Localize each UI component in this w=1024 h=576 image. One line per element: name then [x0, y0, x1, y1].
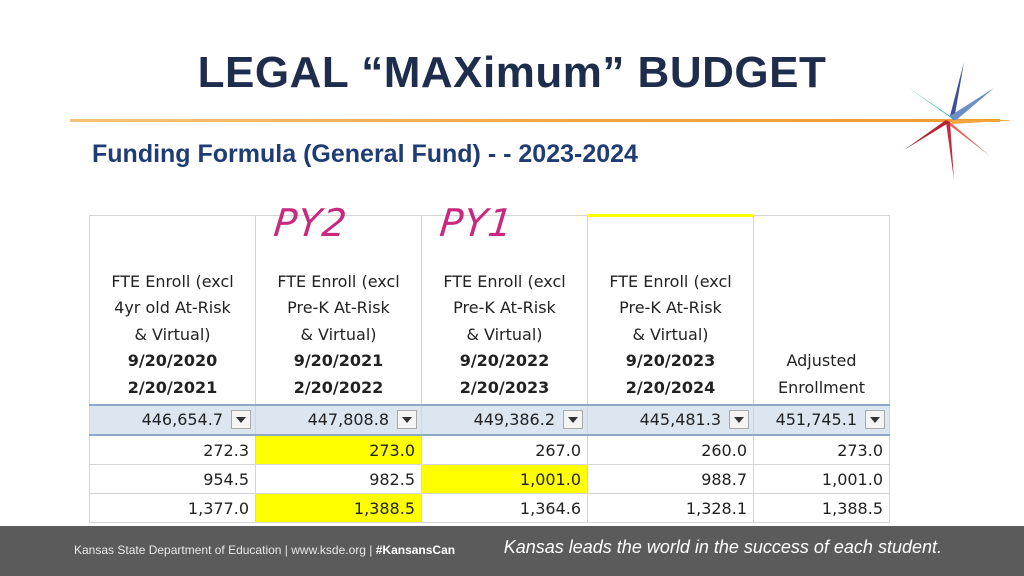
header-line: FTE Enroll (excl: [609, 271, 732, 291]
filter-dropdown-icon[interactable]: [231, 410, 251, 429]
enrollment-table: FTE Enroll (excl 4yr old At-Risk & Virtu…: [89, 201, 890, 523]
table-row: 1,377.0 1,388.5 1,364.6 1,328.1 1,388.5: [89, 493, 890, 523]
table-cell: 267.0: [421, 434, 588, 465]
total-cell: 445,481.3: [587, 404, 754, 436]
table-cell: 1,001.0: [753, 464, 890, 494]
header-line: & Virtual): [632, 324, 709, 344]
slide-subtitle: Funding Formula (General Fund) - - 2023-…: [92, 140, 638, 169]
header-date: 2/20/2022: [293, 377, 384, 397]
header-cell: FTE Enroll (excl Pre-K At-Risk & Virtual…: [587, 214, 754, 406]
table-cell: 260.0: [587, 434, 754, 465]
footer-org: Kansas State Department of Education | w…: [74, 543, 455, 557]
header-line: Pre-K At-Risk: [287, 298, 390, 317]
header-date: 9/20/2022: [459, 351, 550, 370]
table-row: 954.5 982.5 1,001.0 988.7 1,001.0: [89, 464, 890, 494]
table-cell-highlighted: 1,388.5: [255, 493, 422, 523]
totals-row: 446,654.7 447,808.8 449,386.2 445,481.3 …: [89, 404, 890, 436]
header-line: 4yr old At-Risk: [114, 298, 231, 317]
header-line: & Virtual): [300, 324, 377, 344]
header-cell: PY2 FTE Enroll (excl Pre-K At-Risk & Vir…: [255, 201, 422, 406]
total-value: 451,745.1: [775, 410, 857, 429]
header-row: FTE Enroll (excl 4yr old At-Risk & Virtu…: [89, 201, 890, 406]
header-line: Pre-K At-Risk: [453, 298, 556, 317]
slide-title: LEGAL “MAXimum” BUDGET: [197, 48, 827, 97]
footer-hashtag: #KansansCan: [375, 543, 456, 557]
header-line: FTE Enroll (excl: [111, 271, 234, 291]
table-cell: 988.7: [587, 464, 754, 494]
subtitle-main: Funding Formula: [92, 140, 297, 168]
header-cell: Adjusted Enrollment: [753, 215, 890, 406]
table-row: 272.3 273.0 267.0 260.0 273.0: [89, 434, 890, 465]
header-line: FTE Enroll (excl: [443, 271, 566, 291]
table-cell: 982.5: [255, 464, 422, 494]
total-cell: 447,808.8: [255, 404, 422, 436]
header-date: 9/20/2021: [293, 351, 384, 370]
table-cell-highlighted: 273.0: [255, 434, 422, 465]
header-label: Adjusted: [786, 351, 857, 370]
subtitle-year: - - 2023-2024: [487, 140, 638, 168]
total-value: 449,386.2: [473, 410, 555, 429]
filter-dropdown-icon[interactable]: [729, 410, 749, 429]
footer-bar: Kansas State Department of Education | w…: [0, 526, 1024, 576]
table-cell: 1,377.0: [89, 493, 256, 523]
header-line: Pre-K At-Risk: [619, 298, 722, 317]
header-label: Enrollment: [778, 377, 865, 397]
header-line: & Virtual): [466, 324, 543, 344]
total-cell: 449,386.2: [421, 404, 588, 436]
total-cell: 451,745.1: [753, 404, 890, 436]
header-date: 2/20/2024: [625, 377, 716, 397]
subtitle-fund: (General Fund): [303, 140, 481, 168]
header-cell: FTE Enroll (excl 4yr old At-Risk & Virtu…: [89, 215, 256, 406]
filter-dropdown-icon[interactable]: [397, 410, 417, 429]
header-date: 9/20/2023: [625, 351, 716, 370]
total-value: 447,808.8: [307, 410, 389, 429]
title-rule: [70, 119, 1000, 122]
ksde-star-logo: [904, 62, 1010, 180]
table-cell-highlighted: 1,001.0: [421, 464, 588, 494]
header-cell: PY1 FTE Enroll (excl Pre-K At-Risk & Vir…: [421, 201, 588, 406]
table-cell: 954.5: [89, 464, 256, 494]
footer-tagline: Kansas leads the world in the success of…: [503, 537, 942, 557]
header-date: 2/20/2021: [127, 377, 218, 397]
table-cell: 1,388.5: [753, 493, 890, 523]
total-cell: 446,654.7: [89, 404, 256, 436]
handwritten-py1: PY1: [437, 201, 516, 245]
handwritten-py2: PY2: [271, 201, 350, 245]
total-value: 445,481.3: [639, 410, 721, 429]
table-cell: 272.3: [89, 434, 256, 465]
header-date: 9/20/2020: [127, 351, 218, 370]
header-line: & Virtual): [134, 324, 211, 344]
table-cell: 1,364.6: [421, 493, 588, 523]
footer-org-text: Kansas State Department of Education | w…: [74, 543, 376, 557]
header-line: FTE Enroll (excl: [277, 271, 400, 291]
table-cell: 273.0: [753, 434, 890, 465]
total-value: 446,654.7: [141, 410, 223, 429]
header-date: 2/20/2023: [459, 377, 550, 397]
filter-dropdown-icon[interactable]: [563, 410, 583, 429]
table-cell: 1,328.1: [587, 493, 754, 523]
filter-dropdown-icon[interactable]: [865, 410, 885, 429]
